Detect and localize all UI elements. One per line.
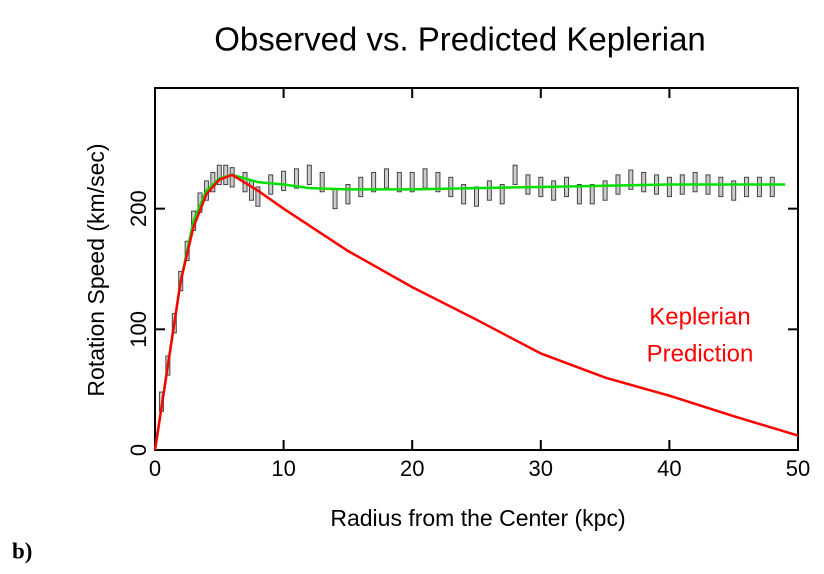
x-tick-label: 30	[529, 456, 553, 481]
error-bar	[319, 171, 325, 193]
x-tick-label: 10	[271, 456, 295, 481]
error-bar	[422, 168, 428, 189]
error-bar	[769, 176, 775, 198]
error-bar	[512, 164, 518, 186]
error-bar	[731, 180, 737, 201]
error-bar	[486, 180, 492, 201]
error-bar	[293, 168, 299, 189]
error-bar	[756, 176, 762, 198]
error-bar	[692, 171, 698, 193]
error-bar	[383, 168, 389, 189]
x-axis-label: Radius from the Center (kpc)	[330, 505, 625, 531]
y-tick-label: 0	[126, 444, 151, 456]
y-tick-label: 100	[126, 311, 151, 348]
error-bar	[718, 176, 724, 198]
error-bar	[641, 171, 647, 193]
plot-frame	[154, 87, 799, 451]
annotation: Prediction	[647, 340, 754, 367]
error-bar	[448, 176, 454, 198]
x-tick-label: 0	[149, 456, 161, 481]
error-bar	[525, 174, 531, 195]
error-bar	[435, 171, 441, 193]
x-tick-label: 20	[400, 456, 424, 481]
error-bar	[474, 186, 479, 207]
caption: b)	[12, 538, 32, 563]
annotation: Keplerian	[649, 303, 750, 330]
error-bar	[358, 176, 364, 198]
error-bar	[345, 184, 351, 205]
error-bar	[229, 167, 235, 188]
error-bar	[332, 188, 338, 210]
x-tick-label: 40	[657, 456, 681, 481]
error-bar	[576, 184, 582, 205]
error-bar	[551, 180, 557, 201]
error-bar	[223, 164, 229, 186]
error-bar	[281, 170, 287, 192]
error-bar	[602, 180, 608, 201]
error-bar	[409, 171, 415, 193]
error-bar	[589, 184, 595, 205]
error-bar	[396, 171, 402, 193]
error-bar	[499, 184, 505, 205]
error-bar	[744, 176, 750, 198]
error-bar	[306, 164, 312, 186]
line	[153, 173, 786, 451]
chart-title: Observed vs. Predicted Keplerian	[214, 21, 706, 58]
x-tick-label: 50	[786, 456, 810, 481]
error-bar	[216, 164, 222, 186]
error-bar	[255, 186, 261, 207]
error-bar	[248, 180, 254, 201]
error-bar	[628, 169, 634, 190]
error-bar	[461, 184, 467, 205]
error-bar	[371, 171, 377, 193]
error-bar	[666, 176, 672, 198]
y-axis-label: Rotation Speed (km/sec)	[83, 143, 109, 396]
y-tick-label: 200	[126, 190, 151, 227]
line	[153, 173, 799, 451]
